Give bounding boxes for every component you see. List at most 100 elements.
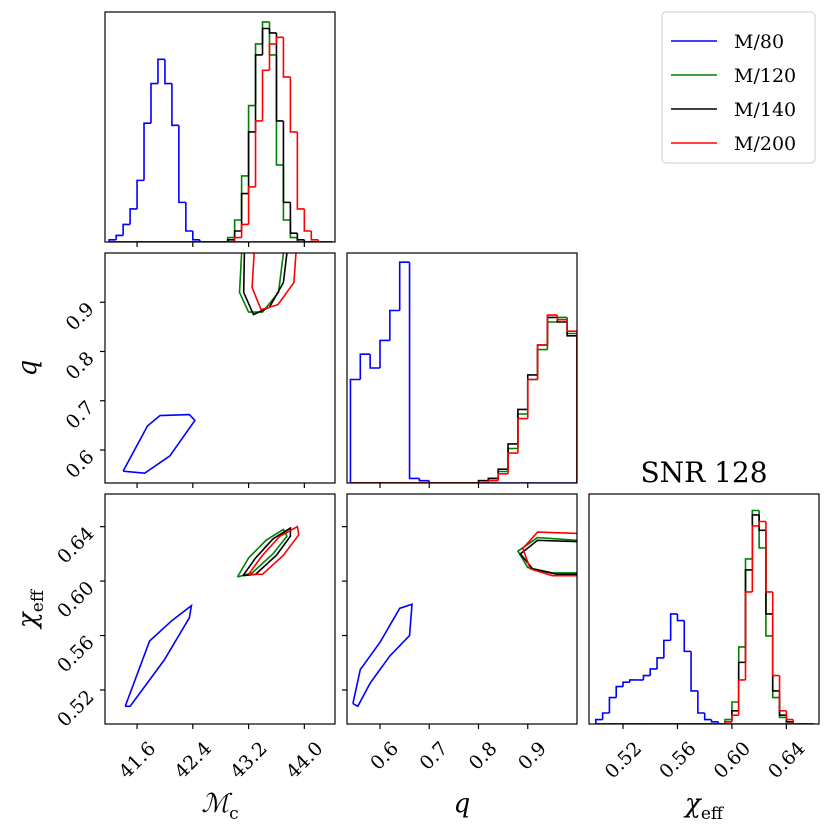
histogram-step <box>546 321 558 350</box>
histogram-step <box>785 715 794 723</box>
histogram-step <box>792 719 800 724</box>
panel-frame <box>346 493 578 725</box>
contour <box>124 603 193 708</box>
histogram-step <box>240 192 249 231</box>
histogram-step <box>136 179 145 209</box>
histogram-step <box>758 520 766 526</box>
contour <box>247 525 300 576</box>
axis-label-symbol: χ <box>683 789 703 819</box>
histogram-step <box>615 685 624 698</box>
axis-label-symbol: q <box>454 789 471 819</box>
histogram-step <box>751 525 760 592</box>
histogram-step <box>608 696 617 713</box>
panel-title: SNR 128 <box>640 456 767 489</box>
legend-entry: M/140 <box>734 99 796 121</box>
x-tick-label: 0.7 <box>415 738 452 775</box>
histogram-step <box>663 639 671 658</box>
histogram-step <box>268 28 277 34</box>
contour <box>122 413 196 474</box>
histogram-step <box>198 239 207 242</box>
axis-label-symbol: ℳ <box>201 789 232 819</box>
y-tick-label: 0.60 <box>53 577 98 622</box>
x-tick-label: 44.0 <box>282 738 327 783</box>
histogram-step <box>622 681 630 687</box>
histogram-step <box>744 569 753 663</box>
histogram-step <box>758 510 766 549</box>
histogram-step <box>171 83 179 127</box>
histogram-step <box>185 202 193 232</box>
histogram-step <box>254 54 263 132</box>
histogram-step <box>656 657 664 669</box>
histogram-step <box>129 208 138 225</box>
axis-label-subscript: c <box>229 804 239 824</box>
histogram-step <box>517 417 528 454</box>
histogram-step <box>247 131 256 194</box>
histogram-step <box>369 354 380 369</box>
y-tick-label: 0.9 <box>62 298 99 335</box>
x-tick-label: 0.64 <box>764 738 809 783</box>
x-tick-label: 0.9 <box>514 738 551 775</box>
histogram-step <box>566 319 577 483</box>
histogram-step <box>289 202 298 234</box>
histogram-step <box>282 164 291 221</box>
histogram-step <box>379 339 390 368</box>
histogram-step <box>275 36 284 44</box>
x-tick-label: 43.2 <box>226 738 271 783</box>
histogram-step <box>349 378 361 483</box>
panel-frame <box>104 493 336 725</box>
x-tick-label: 0.8 <box>465 738 502 775</box>
histogram-step <box>629 679 637 683</box>
histogram-step <box>247 186 256 225</box>
histogram-step <box>507 447 518 472</box>
histogram-step <box>690 651 698 692</box>
histogram-step <box>649 668 658 676</box>
panel-frame <box>104 252 336 484</box>
histogram-step <box>751 514 760 570</box>
histogram-step <box>601 712 610 720</box>
histogram-step <box>758 514 766 532</box>
contour <box>519 539 577 576</box>
histogram-step <box>526 378 538 414</box>
histogram-step <box>261 69 270 121</box>
panel-histogram <box>349 261 577 483</box>
contour <box>516 536 577 574</box>
histogram-step <box>296 131 305 210</box>
axis-label: q <box>13 360 43 377</box>
panel-contour <box>124 525 300 708</box>
histogram-step <box>240 175 249 220</box>
histogram-step <box>744 591 753 680</box>
histogram-step <box>771 591 780 677</box>
axis-label: q <box>454 789 471 819</box>
y-tick-label: 0.7 <box>62 397 99 434</box>
legend-entry: M/80 <box>734 31 784 53</box>
histogram-step <box>731 714 739 722</box>
histogram-step <box>254 120 263 187</box>
histogram-step <box>737 679 746 716</box>
histogram-step <box>289 76 298 133</box>
histogram-step <box>261 27 270 55</box>
histogram-step <box>771 613 780 692</box>
histogram-step <box>724 720 732 724</box>
histogram-step <box>157 58 165 84</box>
histogram-step <box>310 230 319 241</box>
panel-frame <box>104 11 336 243</box>
histogram-step <box>526 378 538 419</box>
axis-label: χeff <box>683 789 725 824</box>
axis-label: ℳc <box>201 789 238 824</box>
histogram-step <box>683 620 692 653</box>
histogram-step <box>303 239 312 242</box>
histogram-step <box>697 690 705 714</box>
histogram-step <box>751 509 760 559</box>
histogram-step <box>275 32 284 122</box>
histogram-step <box>240 223 249 238</box>
histogram-step <box>765 530 773 615</box>
histogram-step <box>497 470 509 479</box>
axis-label: χeff <box>13 588 48 630</box>
y-tick-label: 0.64 <box>53 523 98 568</box>
contour <box>521 531 577 577</box>
histogram-step <box>669 613 678 641</box>
histogram-step <box>275 54 284 166</box>
histogram-step <box>289 219 298 239</box>
histogram-step <box>115 234 124 240</box>
axis-label-symbol: χ <box>13 610 43 630</box>
